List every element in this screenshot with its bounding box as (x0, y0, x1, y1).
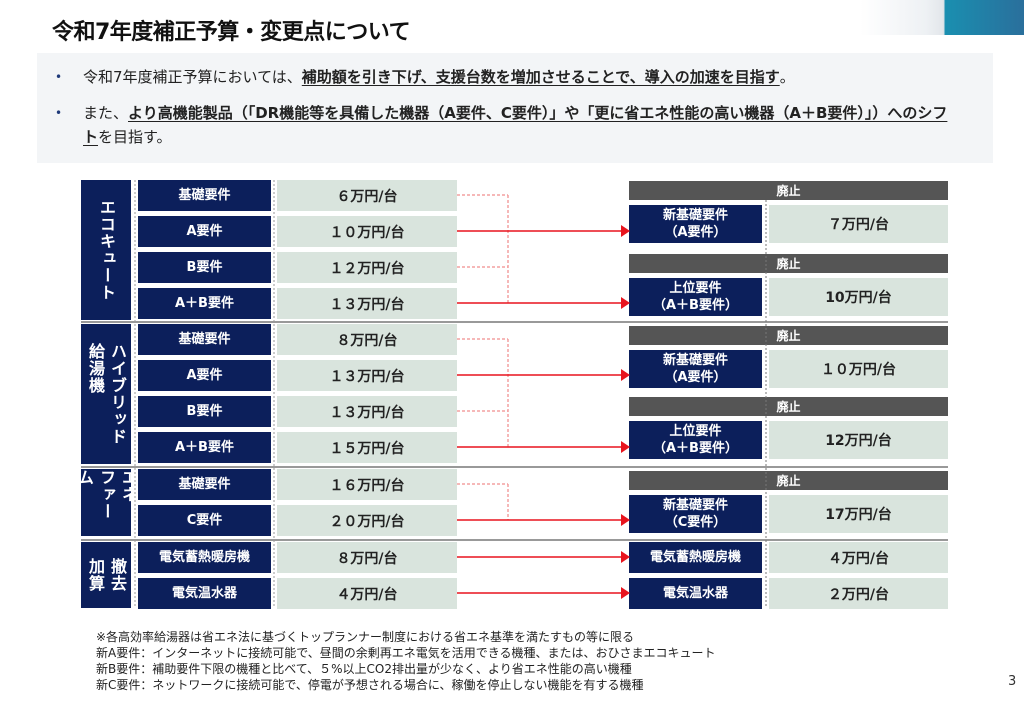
group-divider (81, 539, 948, 541)
arrow-head-icon (621, 551, 630, 563)
current-amount: ８万円/台 (277, 324, 457, 355)
bullet-text: 令和7年度補正予算においては、 (83, 68, 302, 86)
new-amount: １０万円/台 (769, 350, 948, 388)
current-requirement: 基礎要件 (138, 324, 271, 355)
group-divider (81, 466, 948, 468)
bullet-1: • 令和7年度補正予算においては、補助額を引き下げ、支援台数を増加させることで、… (55, 65, 795, 89)
current-amount: ２０万円/台 (277, 505, 457, 536)
current-requirement: A＋B要件 (138, 432, 271, 463)
new-amount: 17万円/台 (769, 495, 948, 533)
new-requirement: 新基礎要件 （A要件） (629, 205, 762, 243)
current-amount: １５万円/台 (277, 432, 457, 463)
summary-box: • 令和7年度補正予算においては、補助額を引き下げ、支援台数を増加させることで、… (37, 53, 993, 163)
current-amount: １２万円/台 (277, 252, 457, 283)
current-requirement: C要件 (138, 505, 271, 536)
bullet-text: 。 (779, 68, 795, 86)
new-amount: 12万円/台 (769, 421, 948, 459)
category-label: ハイブリッド 給湯機 (81, 324, 131, 464)
arrow-head-icon (621, 514, 630, 526)
bullet-icon: • (55, 106, 63, 120)
footnote: 新C要件：ネットワークに接続可能で、停電が予想される場合に、稼働を停止しない機能… (96, 678, 644, 692)
bullet-emphasis: 補助額を引き下げ、支援台数を増加させることで、導入の加速を目指す (301, 68, 780, 86)
category-label: 撤去 加算 (81, 542, 131, 608)
bullet-icon: • (55, 70, 63, 84)
current-requirement: A要件 (138, 216, 271, 247)
new-amount: 10万円/台 (769, 278, 948, 316)
new-requirement: 新基礎要件 （A要件） (629, 350, 762, 388)
new-amount: ４万円/台 (769, 542, 948, 573)
current-amount: １０万円/台 (277, 216, 457, 247)
current-amount: １３万円/台 (277, 360, 457, 391)
current-requirement: 基礎要件 (138, 469, 271, 500)
footnote: 新B要件：補助要件下限の機種と比べて、５%以上CO2排出量が少なく、より省エネ性… (96, 662, 632, 676)
abolished-banner: 廃止 (629, 397, 948, 416)
new-requirement: 上位要件 （A＋B要件） (629, 278, 762, 316)
current-requirement: 電気温水器 (138, 578, 271, 609)
new-requirement: 電気蓄熱暖房機 (629, 542, 762, 573)
arrow-head-icon (621, 441, 630, 453)
abolished-banner: 廃止 (629, 254, 948, 273)
footnote: 新A要件：インターネットに接続可能で、昼間の余剰再エネ電気を活用できる機種、また… (96, 646, 716, 660)
bullet-text: また、 (83, 104, 129, 122)
current-amount: １３万円/台 (277, 396, 457, 427)
current-amount: １３万円/台 (277, 288, 457, 319)
arrow-head-icon (621, 369, 630, 381)
current-requirement: B要件 (138, 396, 271, 427)
current-amount: ８万円/台 (277, 542, 457, 573)
category-label: エコキュート (81, 180, 131, 320)
current-amount: ６万円/台 (277, 180, 457, 211)
new-amount: ７万円/台 (769, 205, 948, 243)
arrow-head-icon (621, 297, 630, 309)
group-divider (81, 321, 948, 323)
new-requirement: 上位要件 （A＋B要件） (629, 421, 762, 459)
header-decoration (860, 0, 1024, 35)
current-requirement: A＋B要件 (138, 288, 271, 319)
bullet-text: を目指す。 (98, 128, 172, 146)
page-title: 令和7年度補正予算・変更点について (52, 20, 411, 45)
current-requirement: B要件 (138, 252, 271, 283)
new-requirement: 電気温水器 (629, 578, 762, 609)
new-requirement: 新基礎要件 （C要件） (629, 495, 762, 533)
current-requirement: A要件 (138, 360, 271, 391)
bullet-emphasis: より高機能製品（「DR機能等を具備した機器（A要件、C要件）」や「更に省エネ性能… (83, 104, 948, 146)
page-number: 3 (1008, 674, 1017, 689)
abolished-banner: 廃止 (629, 181, 948, 200)
bullet-2: • また、より高機能製品（「DR機能等を具備した機器（A要件、C要件）」や「更に… (55, 101, 955, 149)
arrow-head-icon (621, 587, 630, 599)
new-amount: ２万円/台 (769, 578, 948, 609)
current-requirement: 基礎要件 (138, 180, 271, 211)
current-amount: ４万円/台 (277, 578, 457, 609)
current-amount: １６万円/台 (277, 469, 457, 500)
abolished-banner: 廃止 (629, 326, 948, 345)
current-requirement: 電気蓄熱暖房機 (138, 542, 271, 573)
arrow-head-icon (621, 225, 630, 237)
footnote: ※各高効率給湯器は省エネ法に基づくトップランナー制度における省エネ基準を満たすも… (96, 630, 635, 644)
abolished-banner: 廃止 (629, 471, 948, 490)
